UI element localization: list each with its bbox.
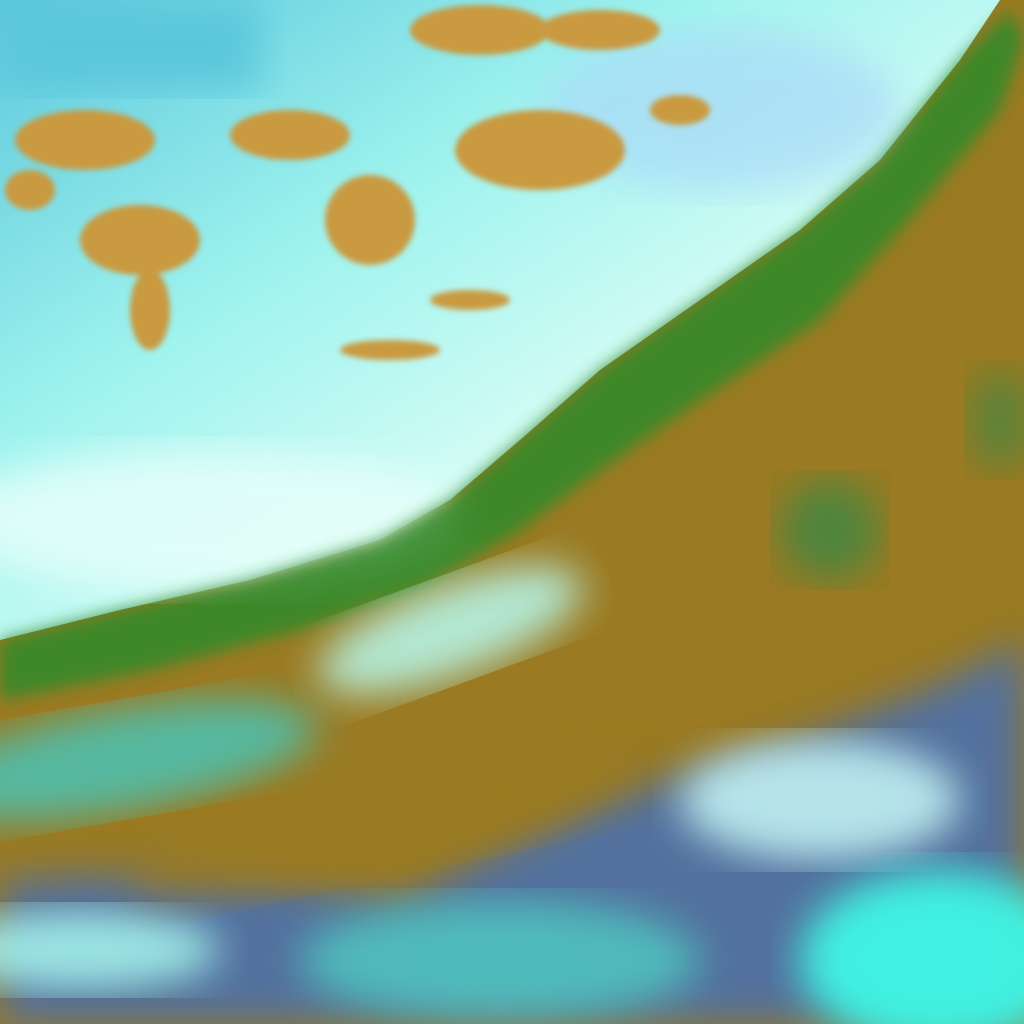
cloud-blue-haze bbox=[540, 30, 900, 190]
land-patch bbox=[80, 205, 200, 275]
cloud-lower-mid bbox=[300, 900, 700, 1020]
cloud-region-lower bbox=[0, 640, 1024, 1024]
cloud-lower-left bbox=[0, 910, 220, 990]
cloud-band-left bbox=[0, 699, 318, 821]
land-patch bbox=[650, 95, 710, 125]
land-patch bbox=[130, 270, 170, 350]
land-patch bbox=[5, 170, 55, 210]
green-patch bbox=[780, 480, 880, 580]
cloud-lower-white bbox=[680, 740, 960, 860]
land-lower-band bbox=[125, 747, 635, 893]
land-patch bbox=[15, 110, 155, 170]
sky-top-left bbox=[0, 0, 260, 90]
land-patch bbox=[325, 175, 415, 265]
land-patch bbox=[340, 340, 440, 360]
land-patch bbox=[230, 110, 350, 160]
land-patch bbox=[540, 10, 660, 50]
cloud-band-middle bbox=[317, 566, 583, 694]
green-patch bbox=[970, 370, 1024, 470]
land-patch bbox=[455, 110, 625, 190]
cloud-lower-cyan bbox=[800, 870, 1024, 1024]
land-patch bbox=[410, 5, 550, 55]
land-patch bbox=[430, 290, 510, 310]
mountain-ridge bbox=[0, 10, 1024, 700]
land-patches bbox=[5, 5, 710, 360]
